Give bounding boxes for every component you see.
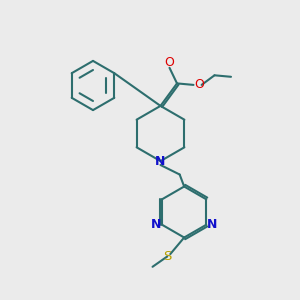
Text: O: O [165,56,174,69]
Text: N: N [151,218,162,231]
Text: O: O [194,78,204,92]
Text: S: S [163,250,172,263]
Text: N: N [207,218,217,231]
Text: N: N [155,154,166,168]
